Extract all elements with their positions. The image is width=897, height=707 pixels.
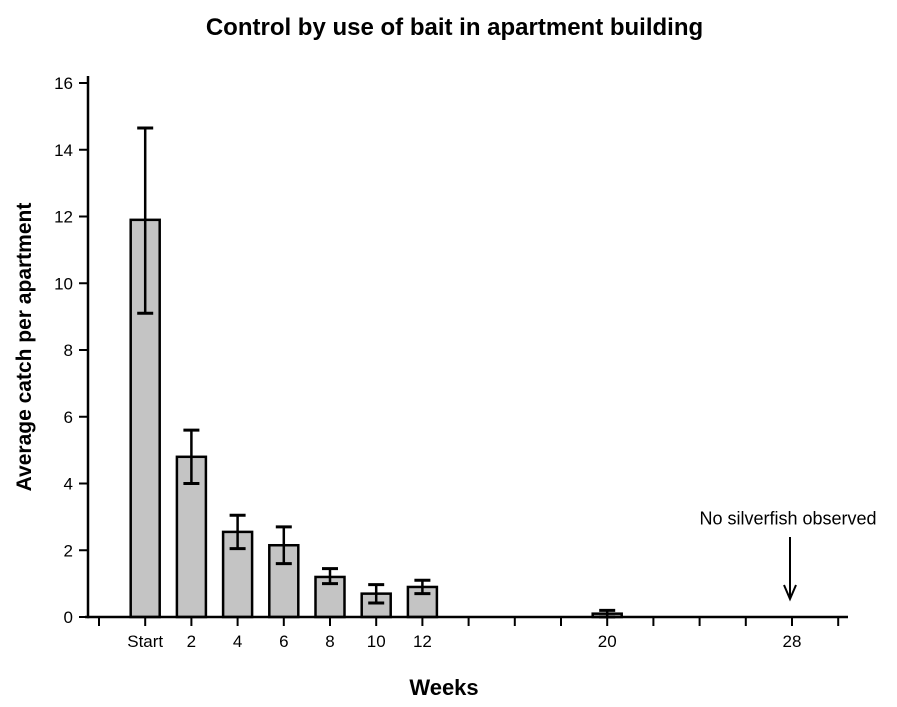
y-tick-label-6: 6 xyxy=(64,408,73,427)
x-axis-title: Weeks xyxy=(409,675,479,700)
x-tick-label-12: 12 xyxy=(413,632,432,651)
y-tick-label-12: 12 xyxy=(54,208,73,227)
y-tick-label-0: 0 xyxy=(64,608,73,627)
x-tick-label-6: 6 xyxy=(279,632,288,651)
y-tick-label-4: 4 xyxy=(64,475,73,494)
y-tick-label-2: 2 xyxy=(64,541,73,560)
y-tick-label-8: 8 xyxy=(64,341,73,360)
x-tick-label-10: 10 xyxy=(367,632,386,651)
x-tick-label-start: Start xyxy=(127,632,163,651)
x-tick-label-8: 8 xyxy=(325,632,334,651)
y-tick-label-16: 16 xyxy=(54,74,73,93)
x-tick-label-20: 20 xyxy=(598,632,617,651)
y-tick-label-14: 14 xyxy=(54,141,73,160)
x-tick-label-2: 2 xyxy=(187,632,196,651)
annotation-label: No silverfish observed xyxy=(699,508,877,529)
annotation-arrow-head xyxy=(783,584,797,602)
x-tick-label-28: 28 xyxy=(783,632,802,651)
y-tick-label-10: 10 xyxy=(54,274,73,293)
chart-title: Control by use of bait in apartment buil… xyxy=(205,14,704,41)
x-tick-label-4: 4 xyxy=(233,632,242,651)
